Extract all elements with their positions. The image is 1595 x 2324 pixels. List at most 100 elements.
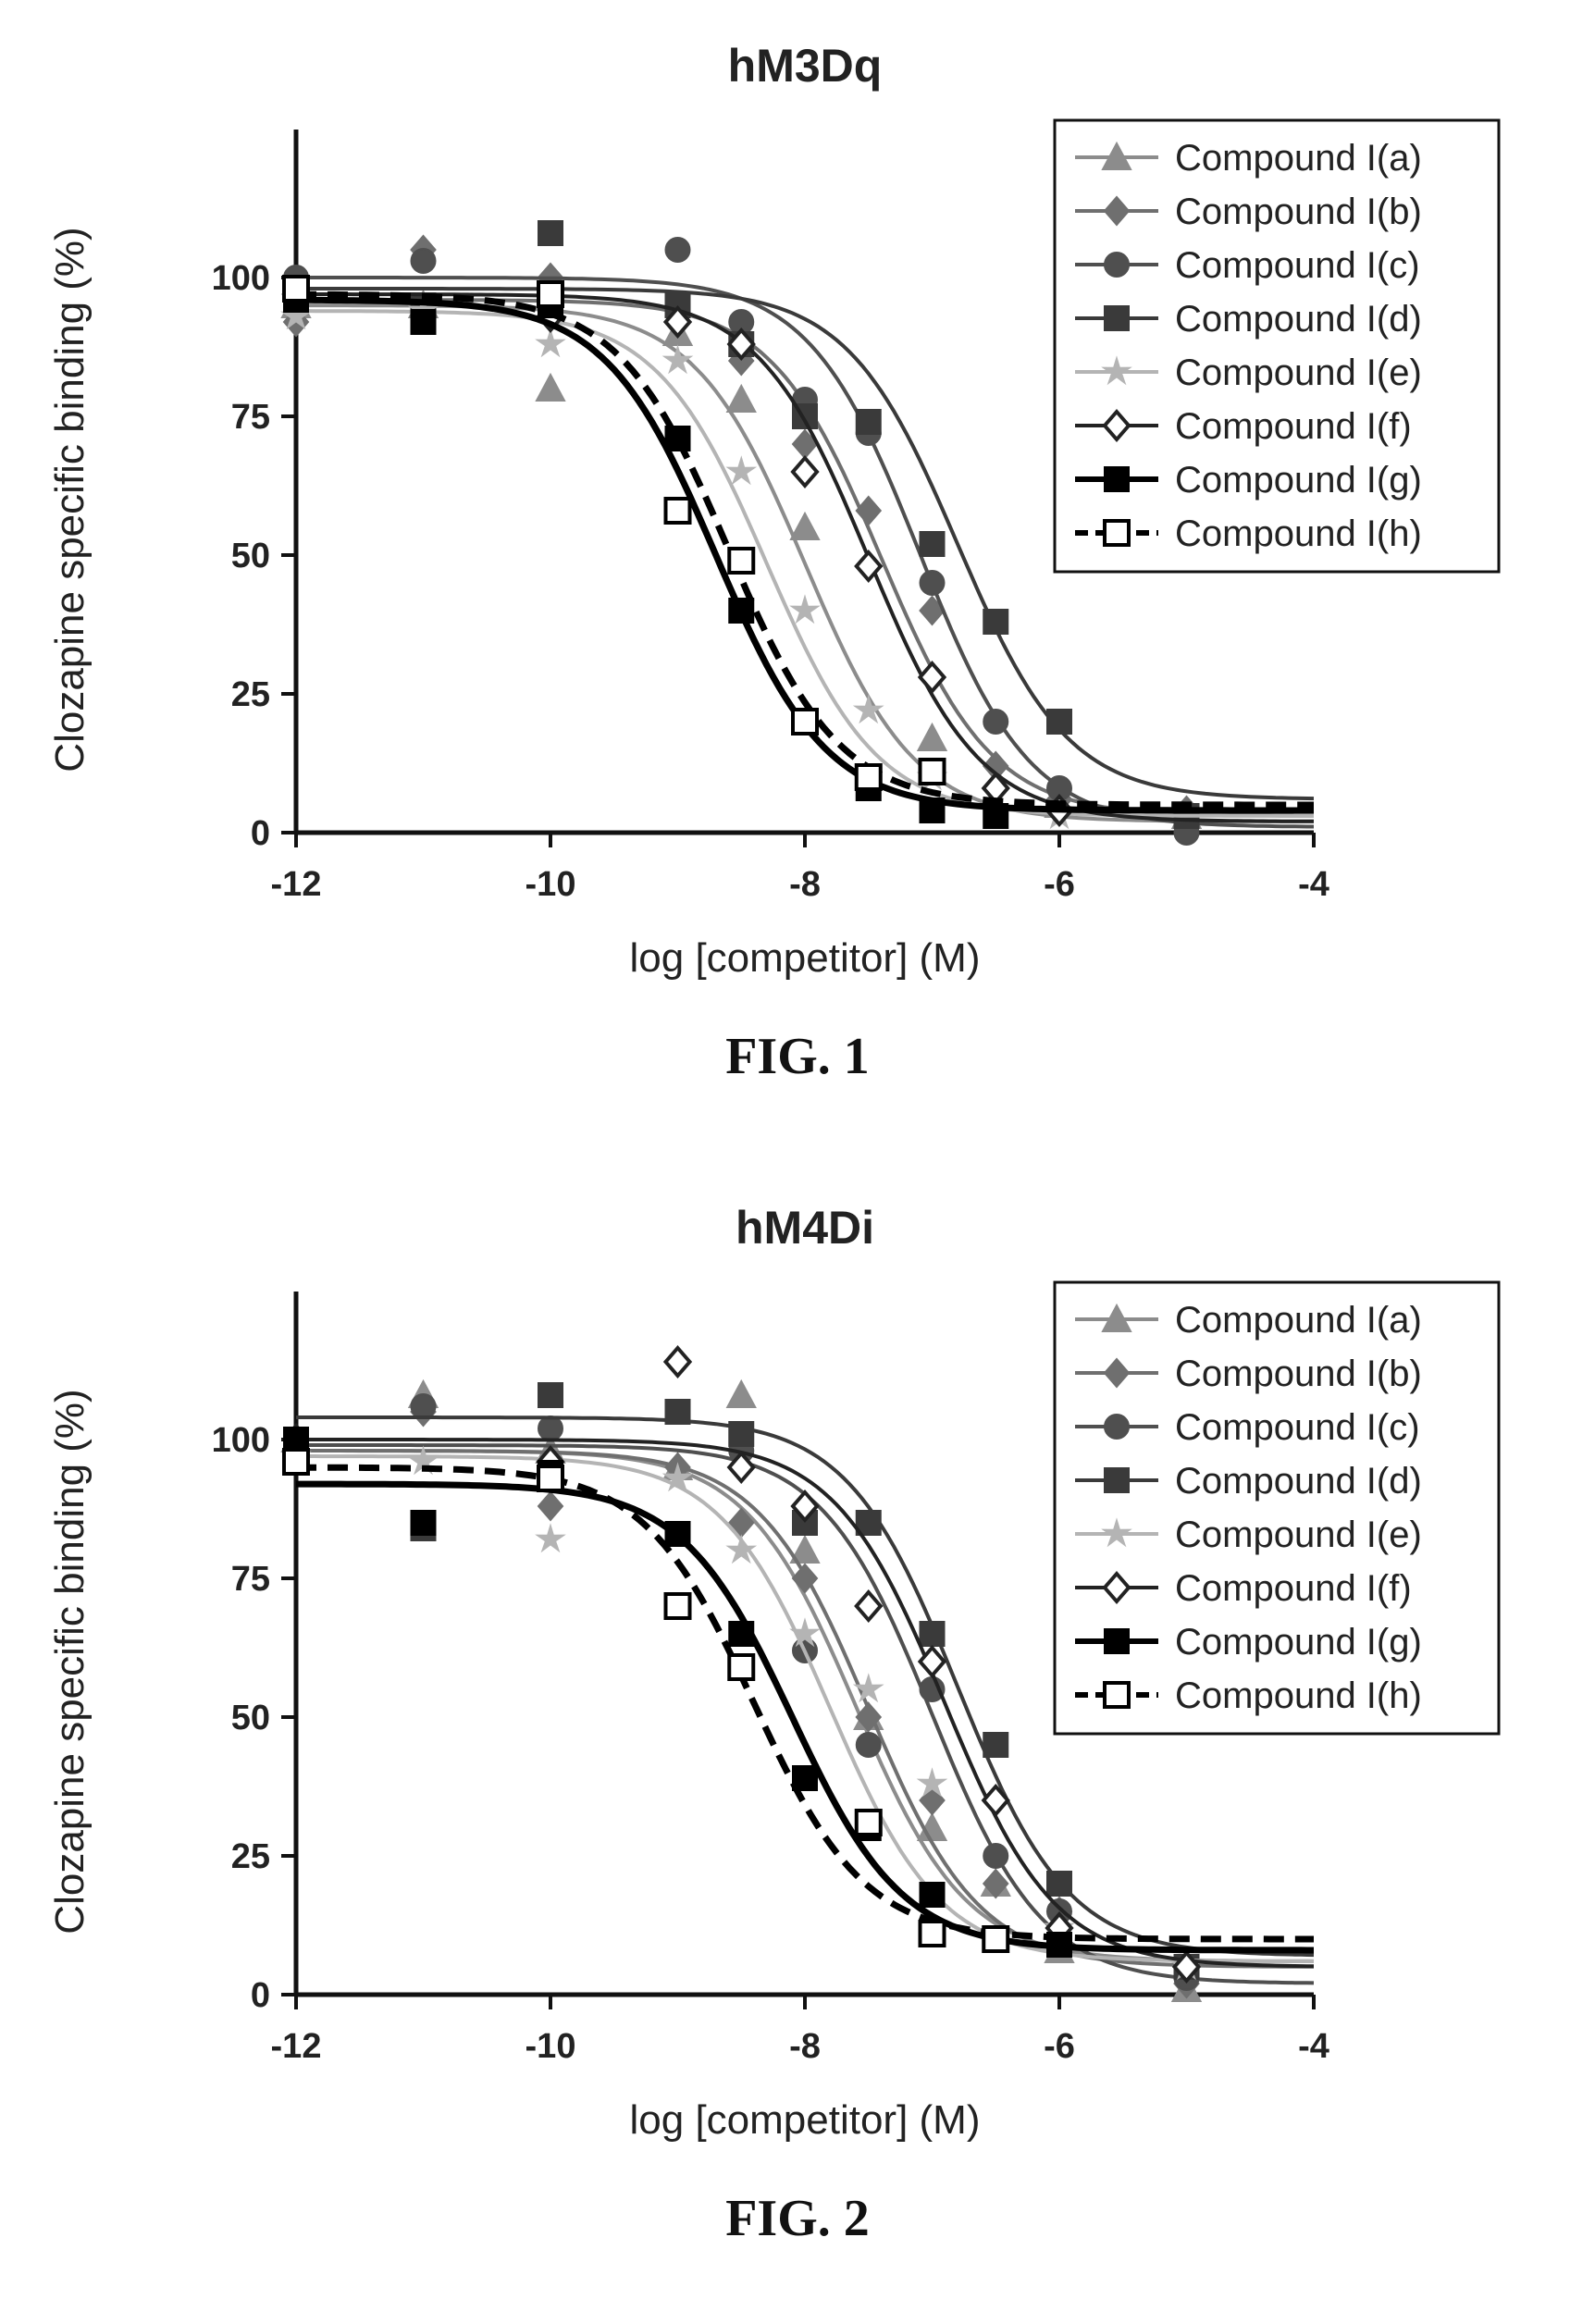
legend-label: Compound I(h) [1175, 1675, 1422, 1716]
data-point [727, 457, 756, 484]
data-point [537, 1525, 564, 1551]
data-point [855, 1675, 884, 1701]
data-point [1047, 1872, 1071, 1896]
legend-marker [1105, 1415, 1129, 1439]
data-point [793, 458, 817, 486]
x-axis-label: log [competitor] (M) [630, 2097, 981, 2143]
data-point [983, 710, 1008, 734]
legend-label: Compound I(b) [1175, 192, 1422, 232]
data-point [666, 499, 690, 523]
data-point [666, 238, 690, 262]
data-point [538, 1383, 563, 1407]
legend-label: Compound I(g) [1175, 460, 1422, 501]
legend-label: Compound I(g) [1175, 1622, 1422, 1663]
figure-caption: FIG. 1 [725, 1028, 870, 1085]
figure-2: hM4Di-12-10-8-6-40255075100log [competit… [0, 1162, 1595, 2324]
data-point [919, 724, 946, 750]
data-point [857, 1733, 881, 1757]
x-tick-label: -8 [789, 2027, 821, 2066]
chart-svg: hM3Dq-12-10-8-6-40255075100log [competit… [0, 0, 1595, 1162]
data-point [921, 1622, 945, 1646]
data-point [729, 1622, 753, 1646]
legend-label: Compound I(f) [1175, 406, 1412, 447]
data-point [791, 513, 819, 539]
data-point [537, 329, 564, 356]
y-tick-label: 100 [212, 1421, 270, 1460]
data-point [857, 410, 881, 434]
data-point [791, 596, 819, 623]
chart-title: hM3Dq [728, 40, 883, 92]
data-point [284, 277, 308, 301]
y-tick-label: 0 [251, 1976, 270, 2015]
legend-marker [1105, 253, 1129, 277]
data-point [1047, 710, 1071, 734]
data-point [793, 710, 817, 734]
x-tick-label: -4 [1298, 865, 1329, 904]
legend-label: Compound I(e) [1175, 352, 1422, 393]
data-point [727, 1381, 755, 1407]
chart-title: hM4Di [736, 1202, 874, 1254]
data-point [921, 760, 945, 784]
data-point [983, 1844, 1008, 1868]
y-tick-label: 25 [231, 1837, 270, 1876]
data-point [538, 282, 563, 306]
legend-marker [1105, 1683, 1129, 1707]
data-point [983, 610, 1008, 634]
data-point [983, 1927, 1008, 1951]
data-point [666, 1522, 690, 1546]
x-tick-label: -12 [271, 865, 322, 904]
x-tick-label: -6 [1044, 2027, 1075, 2066]
y-axis-label: Clozapine specific binding (%) [47, 1389, 93, 1934]
data-point [537, 375, 564, 401]
data-point [921, 532, 945, 556]
legend-label: Compound I(h) [1175, 513, 1422, 554]
data-point [921, 1922, 945, 1946]
data-point [921, 1883, 945, 1907]
x-tick-label: -12 [271, 2027, 322, 2066]
legend-marker [1105, 467, 1129, 491]
data-point [412, 1394, 436, 1418]
legend-label: Compound I(a) [1175, 1300, 1422, 1341]
data-point [921, 571, 945, 595]
legend-label: Compound I(e) [1175, 1514, 1422, 1555]
legend-label: Compound I(c) [1175, 1407, 1420, 1448]
data-point [857, 497, 881, 525]
data-point [538, 1466, 563, 1490]
x-tick-label: -10 [525, 865, 576, 904]
legend-box [1055, 120, 1499, 572]
data-point [727, 386, 755, 412]
data-point [729, 549, 753, 573]
legend-marker [1105, 521, 1129, 545]
data-point [666, 1400, 690, 1424]
data-point [538, 221, 563, 245]
y-tick-label: 0 [251, 814, 270, 853]
x-tick-label: -10 [525, 2027, 576, 2066]
data-point [412, 310, 436, 334]
y-axis-label: Clozapine specific binding (%) [47, 227, 93, 772]
figure-caption: FIG. 2 [725, 2190, 870, 2247]
legend-marker [1105, 1629, 1129, 1653]
data-point [857, 765, 881, 789]
legend-marker [1105, 1468, 1129, 1492]
legend-label: Compound I(a) [1175, 138, 1422, 179]
data-point [855, 696, 884, 723]
x-axis-label: log [competitor] (M) [630, 935, 981, 981]
figure-1: hM3Dq-12-10-8-6-40255075100log [competit… [0, 0, 1595, 1162]
data-point [729, 1655, 753, 1679]
data-point [729, 1422, 753, 1446]
data-point [412, 249, 436, 273]
legend-label: Compound I(f) [1175, 1568, 1412, 1609]
legend-label: Compound I(c) [1175, 245, 1420, 286]
y-tick-label: 75 [231, 1560, 270, 1599]
y-tick-label: 25 [231, 675, 270, 714]
y-tick-label: 100 [212, 259, 270, 298]
y-tick-label: 50 [231, 537, 270, 575]
legend-box [1055, 1282, 1499, 1734]
x-tick-label: -4 [1298, 2027, 1329, 2066]
data-point [538, 1492, 563, 1520]
data-point [857, 1811, 881, 1835]
data-point [284, 1450, 308, 1474]
legend-label: Compound I(d) [1175, 299, 1422, 340]
legend-marker [1105, 306, 1129, 330]
data-point [727, 1536, 756, 1563]
